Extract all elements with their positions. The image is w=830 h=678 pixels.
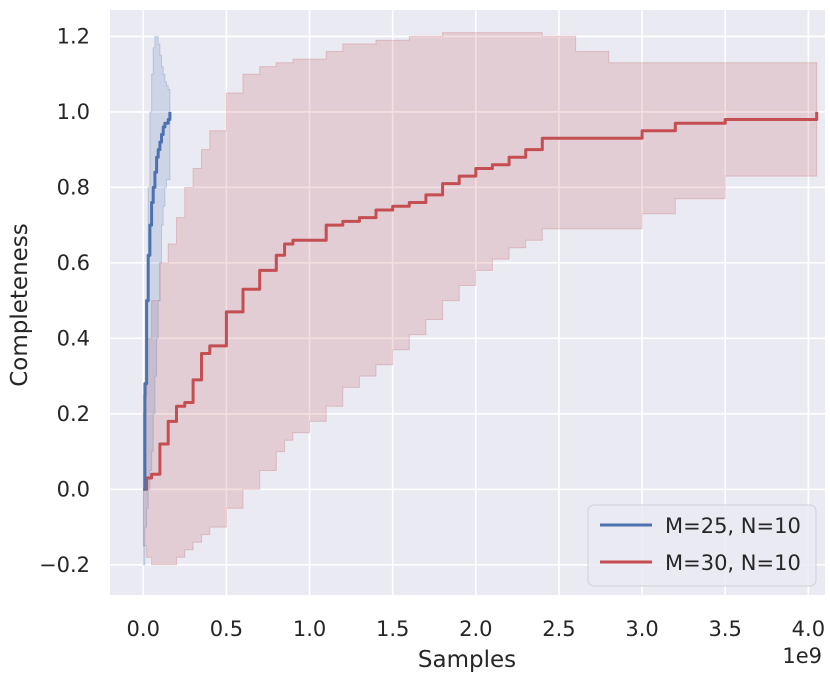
confidence-band-0 [142, 35, 171, 566]
x-tick-label: 2.5 [542, 617, 575, 641]
y-tick-label: 1.0 [57, 100, 90, 124]
y-tick-label: 0.0 [57, 477, 90, 501]
x-tick-labels: 0.0 0.5 1.0 1.5 2.0 2.5 3.0 3.5 4.0 [127, 617, 826, 641]
series-lines [143, 111, 819, 491]
x-tick-label: 1.0 [293, 617, 326, 641]
y-tick-labels: −0.2 0.0 0.2 0.4 0.6 0.8 1.0 1.2 [39, 24, 90, 576]
x-tick-label: 3.0 [625, 617, 658, 641]
y-tick-label: 0.6 [57, 251, 90, 275]
x-tick-label: 2.0 [459, 617, 492, 641]
legend-label-m30: M=30, N=10 [665, 551, 801, 575]
y-tick-label: 0.2 [57, 402, 90, 426]
series-line-0 [143, 111, 172, 491]
y-tick-label: 0.8 [57, 175, 90, 199]
series-line-1 [143, 111, 819, 491]
y-tick-label: 1.2 [57, 24, 90, 48]
plot-background [110, 10, 825, 595]
x-tick-label: 0.5 [210, 617, 243, 641]
legend-label-m25: M=25, N=10 [665, 514, 801, 538]
x-tick-label: 4.0 [792, 617, 825, 641]
x-offset-text: 1e9 [782, 644, 822, 668]
confidence-bands [142, 32, 818, 566]
y-axis-label: Completeness [7, 223, 33, 387]
x-tick-label: 1.5 [376, 617, 409, 641]
x-axis-label: Samples [418, 647, 516, 673]
legend: M=25, N=10 M=30, N=10 [587, 504, 817, 587]
y-tick-label: −0.2 [39, 553, 90, 577]
x-tick-label: 0.0 [127, 617, 160, 641]
confidence-band-1 [142, 32, 818, 566]
y-tick-label: 0.4 [57, 326, 90, 350]
x-tick-label: 3.5 [709, 617, 742, 641]
